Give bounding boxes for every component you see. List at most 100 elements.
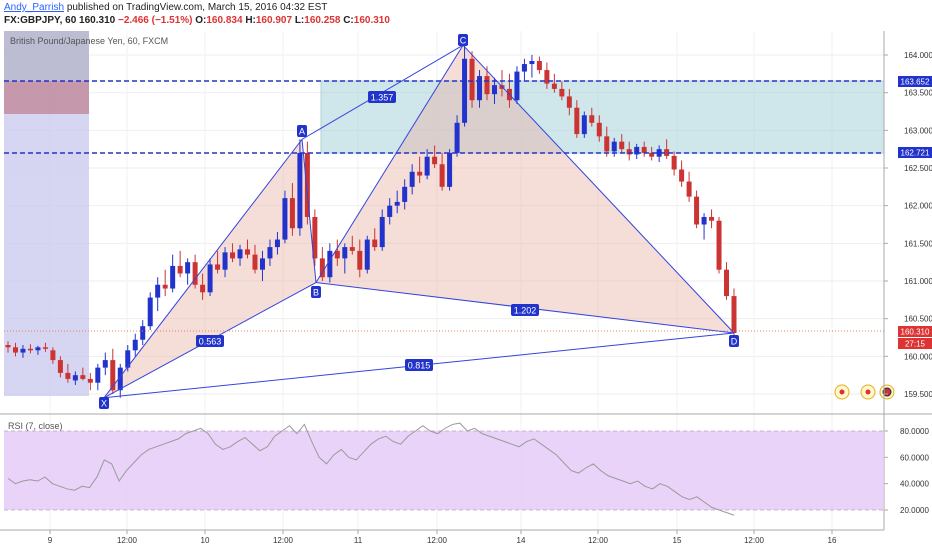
left-shade-top <box>4 31 89 81</box>
ratio-label-ac: 1.357 <box>371 93 394 103</box>
candle-body <box>252 254 258 270</box>
candle-body <box>641 146 647 153</box>
ratio-badge <box>405 359 433 371</box>
candle-body <box>724 269 730 297</box>
candle-body <box>402 186 408 202</box>
badge-countdown-text: 27:15 <box>905 340 926 349</box>
point-label-d: D <box>731 337 738 347</box>
candles <box>5 45 737 398</box>
point-label-c: C <box>460 36 467 46</box>
candle-body <box>664 149 670 156</box>
candle-body <box>649 152 655 157</box>
candle-body <box>477 76 483 101</box>
candle-body <box>230 252 236 259</box>
candle-body <box>611 141 617 152</box>
candle-body <box>319 258 325 278</box>
price-tick: 164.000 <box>904 51 932 60</box>
pattern-leg-ab[interactable] <box>301 139 317 283</box>
rsi-tick: 20.0000 <box>900 506 929 515</box>
event-dot-icon <box>865 389 871 395</box>
candle-body <box>454 122 460 153</box>
candle-body <box>439 164 445 187</box>
price-tick: 161.500 <box>904 239 932 248</box>
point-badge <box>311 286 321 298</box>
candle-body <box>200 284 206 293</box>
time-tick: 11 <box>354 536 363 545</box>
open-label: O: <box>195 15 207 26</box>
candle-body <box>80 375 86 379</box>
point-label-x: X <box>101 399 107 409</box>
point-badge <box>297 125 307 137</box>
candle-body <box>177 265 183 274</box>
badge-countdown <box>898 338 932 349</box>
candle-body <box>65 372 71 379</box>
author-link[interactable]: Andy_Parrish <box>4 2 65 13</box>
high-label: H: <box>245 15 256 26</box>
point-label-a: A <box>299 127 305 137</box>
candle-body <box>551 83 557 89</box>
candle-body <box>289 198 295 229</box>
candle-body <box>155 284 161 298</box>
low-label: L: <box>294 15 305 26</box>
candle-body <box>686 181 692 197</box>
candle-body <box>581 115 587 135</box>
price-tick: 160.000 <box>904 352 932 361</box>
candle-body <box>42 347 48 349</box>
candle-body <box>432 156 438 165</box>
candle-body <box>566 96 572 108</box>
candle-body <box>409 171 415 187</box>
price-axis[interactable]: 164.000 163.500 163.000 162.500 162.000 161.5… <box>884 51 932 399</box>
price-tick: 163.000 <box>904 126 932 135</box>
candle-body <box>215 264 221 270</box>
pattern-bcd <box>316 45 734 333</box>
candle-body <box>245 249 251 255</box>
candle-body <box>462 58 468 123</box>
candle-body <box>529 61 535 65</box>
pattern-leg-bc[interactable] <box>315 44 464 283</box>
candle-body <box>132 339 138 351</box>
candle-body <box>716 220 722 270</box>
candle-body <box>709 216 715 221</box>
candle-body <box>447 152 453 187</box>
candle-body <box>574 107 580 135</box>
event-dot-icon <box>839 389 845 395</box>
event-markers[interactable] <box>834 384 895 400</box>
candle-body <box>417 171 423 176</box>
time-tick: 12:00 <box>744 536 765 545</box>
time-tick: 12:00 <box>427 536 448 545</box>
candle-body <box>731 296 737 333</box>
close-label: C: <box>343 15 354 26</box>
change-value: −2.466 (−1.51%) <box>117 15 193 26</box>
pattern-leg-cd[interactable] <box>462 44 735 334</box>
candle-body <box>125 350 131 368</box>
candle-body <box>514 71 520 101</box>
candle-body <box>267 247 273 259</box>
symbol-label: FX:GBPJPY, 60 <box>4 15 77 26</box>
candle-body <box>544 70 550 84</box>
candle-body <box>12 347 18 353</box>
badge-lower-text: 162.721 <box>901 149 930 158</box>
publish-info: Andy_Parrish published on TradingView.co… <box>4 2 327 14</box>
candle-body <box>364 239 370 270</box>
candle-body <box>170 265 176 289</box>
time-axis[interactable]: 9 12:00 10 12:00 11 12:00 14 12:00 15 12:00 16 <box>48 530 837 545</box>
candle-body <box>207 264 213 293</box>
candle-body <box>424 156 430 176</box>
candle-body <box>634 146 640 155</box>
candle-body <box>312 216 318 259</box>
pattern-leg-xa[interactable] <box>103 139 303 399</box>
candle-body <box>27 348 33 351</box>
candle-body <box>589 115 595 123</box>
candle-body <box>671 155 677 170</box>
ratio-label-xd: 0.815 <box>408 361 431 371</box>
point-badge <box>458 34 468 46</box>
candle-body <box>521 64 527 72</box>
badge-current-text: 160.310 <box>901 328 930 337</box>
point-labels: X A B C D <box>99 34 739 409</box>
price-tick: 162.500 <box>904 164 932 173</box>
candle-body <box>162 284 168 289</box>
rsi-band <box>4 431 884 510</box>
candle-body <box>469 58 475 101</box>
candle-body <box>304 152 310 217</box>
